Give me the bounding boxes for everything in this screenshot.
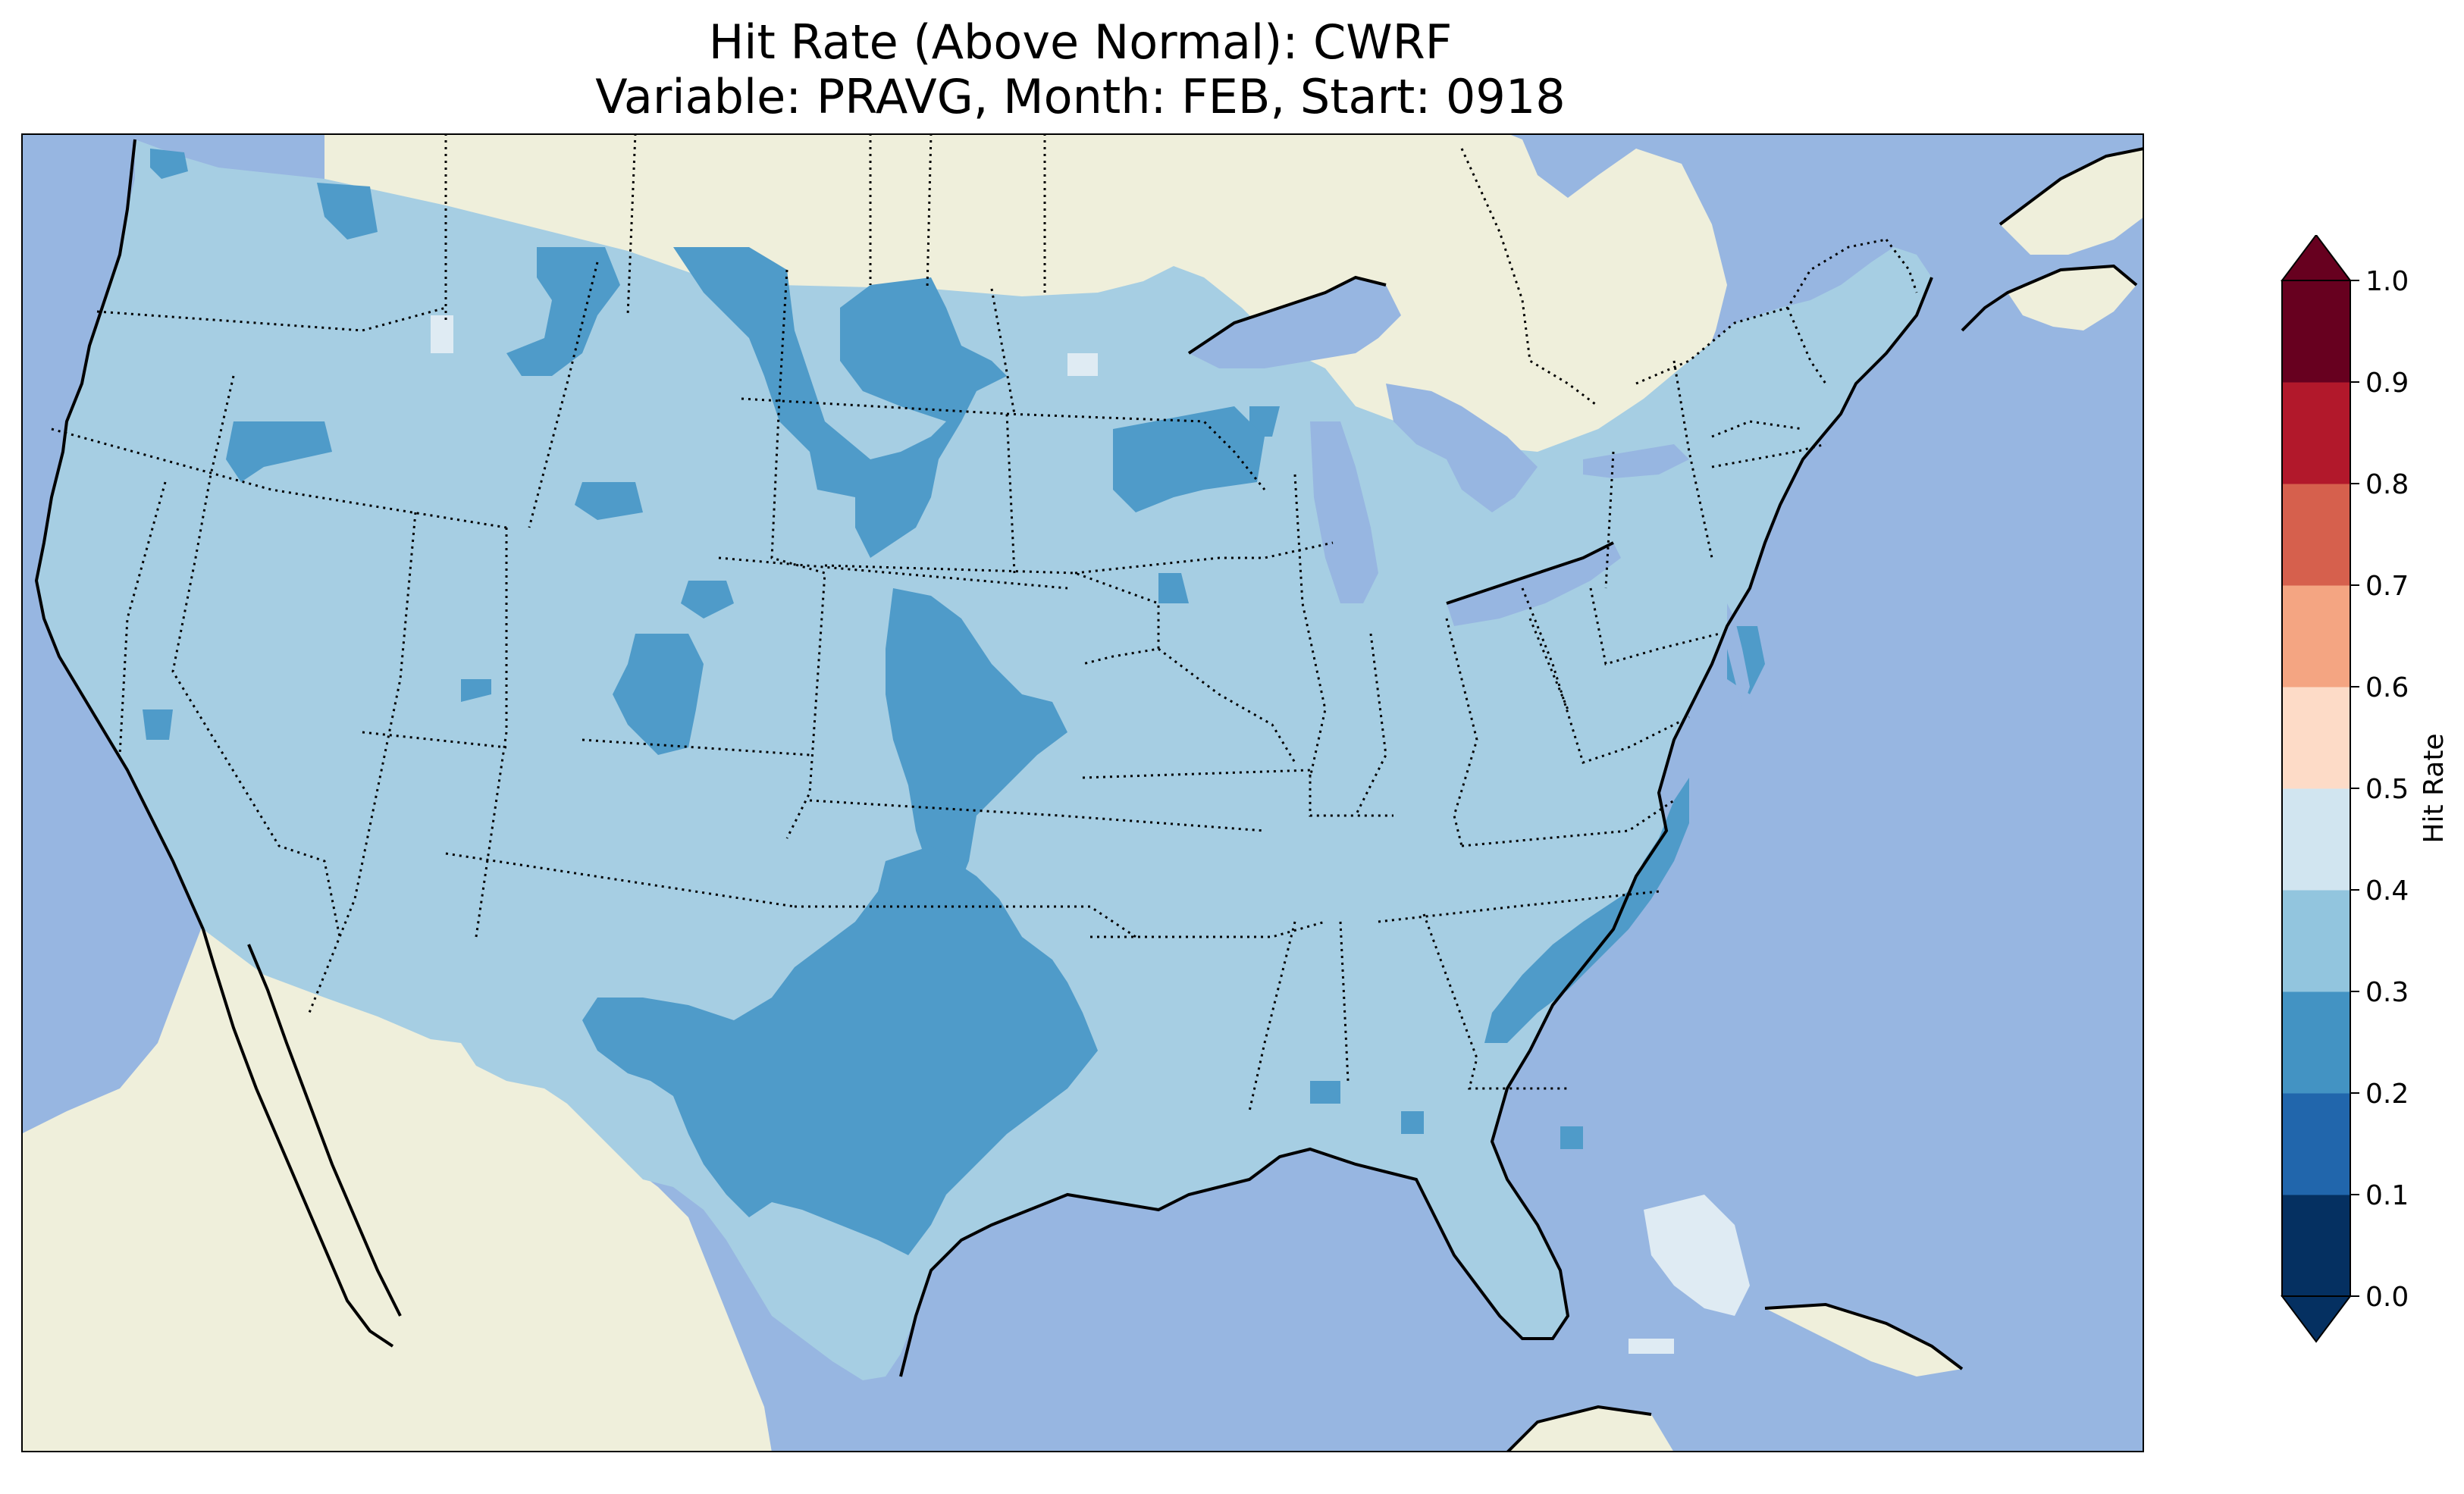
colorbar-extend-min bbox=[2281, 1295, 2352, 1343]
colorbar-tick-label: 0.4 bbox=[2365, 875, 2409, 907]
colorbar-tick-label: 0.3 bbox=[2365, 977, 2409, 1008]
international-borders bbox=[444, 133, 1918, 408]
colorbar-bin bbox=[2282, 991, 2350, 1094]
colorbar-tick-label: 1.0 bbox=[2365, 266, 2409, 297]
colorbar-bin bbox=[2282, 1093, 2350, 1195]
map-subtitle: Variable: PRAVG, Month: FEB, Start: 0918 bbox=[595, 69, 1566, 124]
colorbar-tick-label: 0.9 bbox=[2365, 368, 2409, 399]
colorbar-tick-label: 0.2 bbox=[2365, 1079, 2409, 1110]
colorbar-tick-label: 0.8 bbox=[2365, 469, 2409, 500]
colorbar-tick-label: 0.5 bbox=[2365, 774, 2409, 805]
map-panel bbox=[21, 133, 2144, 1452]
colorbar-bin bbox=[2282, 788, 2350, 891]
land-yucatan bbox=[1507, 1407, 1674, 1452]
colorbar-bin bbox=[2282, 585, 2350, 687]
map-title: Hit Rate (Above Normal): CWRF bbox=[708, 14, 1453, 70]
hit-rate-0-4-0-5-patches bbox=[431, 315, 1750, 1354]
chesapeake-bay bbox=[1727, 603, 1750, 709]
colorbar-label: Hit Rate bbox=[2419, 733, 2450, 843]
land-maritimes bbox=[2000, 149, 2144, 330]
colorbar-extend-max bbox=[2281, 235, 2352, 281]
colorbar: 0.0 0.1 0.2 0.3 0.4 0.5 0.6 0.7 0.8 0.9 1.0 Hit Rat… bbox=[2281, 235, 2450, 1343]
colorbar-tick-label: 0.0 bbox=[2365, 1282, 2409, 1313]
colorbar-bin bbox=[2282, 687, 2350, 789]
colorbar-bin bbox=[2282, 484, 2350, 586]
hit-rate-0-2-0-3-patches bbox=[143, 149, 1765, 1255]
land-cuba bbox=[1765, 1305, 1962, 1377]
colorbar-bin bbox=[2282, 890, 2350, 992]
colorbar-tick-label: 0.6 bbox=[2365, 672, 2409, 703]
great-lakes bbox=[1189, 277, 1689, 626]
colorbar-bin bbox=[2282, 382, 2350, 484]
colorbar-bin bbox=[2282, 280, 2350, 383]
land-mexico bbox=[21, 923, 772, 1452]
colorbar-bin bbox=[2282, 1195, 2350, 1297]
coastlines bbox=[34, 139, 2144, 1452]
state-boundaries bbox=[51, 262, 1827, 1112]
land-baja bbox=[203, 923, 400, 1346]
colorbar-tick-label: 0.1 bbox=[2365, 1180, 2409, 1211]
colorbar-tick-label: 0.7 bbox=[2365, 571, 2409, 602]
